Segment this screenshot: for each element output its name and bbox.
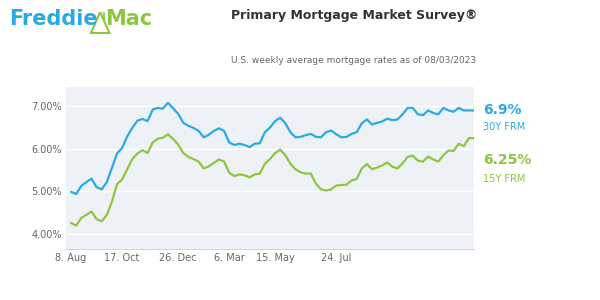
Text: 6.9%: 6.9% [483,103,521,116]
Text: 15Y FRM: 15Y FRM [483,173,526,184]
Text: Mac: Mac [105,9,152,29]
Text: U.S. weekly average mortgage rates as of 08/03/2023: U.S. weekly average mortgage rates as of… [231,56,476,64]
Text: Primary Mortgage Market Survey®: Primary Mortgage Market Survey® [231,9,478,22]
Text: Freddie: Freddie [9,9,98,29]
Text: 6.25%: 6.25% [483,154,532,167]
Text: 30Y FRM: 30Y FRM [483,122,525,133]
